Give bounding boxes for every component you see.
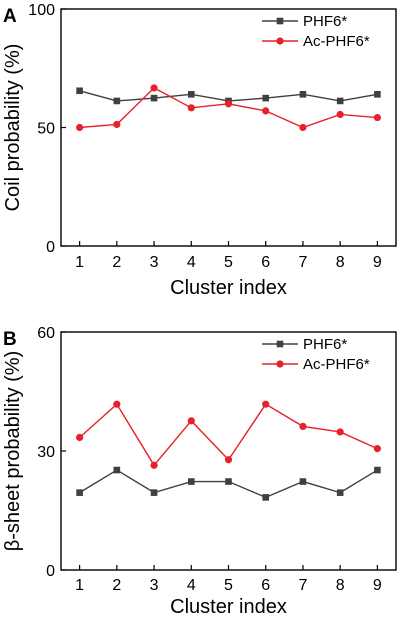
data-point (299, 123, 307, 132)
data-point (150, 489, 158, 496)
x-tick-label: 7 (298, 577, 307, 594)
data-point (76, 87, 83, 95)
x-tick-label: 6 (261, 254, 270, 271)
legend-marker (276, 360, 284, 368)
x-tick-label: 8 (336, 254, 345, 271)
data-point (225, 478, 232, 485)
legend-entry: PHF6* (262, 13, 347, 30)
data-point (113, 400, 121, 408)
legend-entry: Ac-PHF6* (262, 356, 370, 373)
data-point (187, 478, 195, 485)
data-point (299, 478, 307, 485)
y-tick-label: 0 (46, 239, 55, 256)
chart-panel-b: B 0 30 60 1 2 3 4 5 6 7 8 9 Cluster index β-sheet prob… (2, 325, 397, 618)
x-tick-label: 2 (112, 577, 121, 594)
data-point (373, 445, 381, 453)
panel-label: B (3, 329, 17, 350)
series-ac-phf6- (76, 400, 381, 469)
data-point (150, 94, 158, 102)
y-tick-label: 100 (28, 2, 55, 19)
legend-label: PHF6* (303, 13, 347, 30)
x-tick-label: 5 (224, 577, 233, 594)
panel-label: A (3, 6, 17, 27)
legend-entry: PHF6* (262, 336, 347, 353)
y-axis-label: β-sheet probability (%) (2, 351, 24, 551)
data-point (113, 120, 121, 129)
x-tick-label: 8 (336, 577, 345, 594)
x-tick-label: 4 (187, 577, 196, 594)
data-point (187, 91, 195, 98)
series-ac-phf6- (76, 84, 381, 132)
data-point (224, 456, 233, 464)
data-point (262, 494, 270, 501)
legend-label: PHF6* (303, 336, 347, 353)
x-tick-label: 7 (298, 254, 307, 271)
data-point (299, 91, 307, 98)
data-point (150, 84, 158, 92)
y-axis-label: Coil probability (%) (2, 44, 24, 212)
chart-panel-a: A 0 50 100 1 2 3 4 5 6 7 8 9 Cluster index Coil probab… (2, 2, 397, 299)
x-tick-label: 1 (75, 254, 84, 271)
data-point (336, 489, 344, 496)
data-point (224, 100, 233, 108)
data-point (336, 110, 344, 119)
data-point (336, 428, 344, 436)
y-tick-label: 30 (37, 444, 55, 461)
data-point (262, 107, 270, 115)
x-tick-label: 9 (373, 254, 382, 271)
series-line (79, 87, 378, 129)
legend-label: Ac-PHF6* (303, 356, 370, 373)
y-tick-label: 50 (37, 121, 55, 138)
data-point (262, 400, 270, 408)
data-point (76, 489, 83, 496)
x-tick-label: 1 (75, 577, 84, 594)
data-point (262, 94, 270, 102)
legend-entry: Ac-PHF6* (262, 33, 370, 50)
data-point (374, 466, 381, 474)
data-point (336, 97, 344, 105)
x-tick-label: 5 (224, 254, 233, 271)
y-tick-label: 60 (37, 325, 55, 342)
data-point (76, 123, 84, 132)
data-point (113, 466, 121, 474)
data-point (113, 97, 121, 105)
x-tick-label: 3 (150, 577, 159, 594)
series-phf6- (76, 466, 381, 501)
x-tick-label: 9 (373, 577, 382, 594)
data-point (299, 422, 307, 431)
x-axis-label: Cluster index (170, 277, 287, 299)
x-tick-label: 6 (261, 577, 270, 594)
x-axis-label: Cluster index (170, 596, 287, 618)
x-tick-label: 4 (187, 254, 196, 271)
legend-marker (276, 17, 284, 25)
series-line (79, 403, 378, 467)
legend-marker (276, 340, 284, 348)
data-point (150, 461, 158, 469)
data-point (187, 417, 195, 425)
x-tick-label: 2 (112, 254, 121, 271)
legend-marker (276, 37, 284, 45)
data-point (187, 104, 195, 112)
x-tick-label: 3 (150, 254, 159, 271)
data-point (374, 91, 381, 98)
data-point (76, 433, 84, 442)
data-point (373, 113, 381, 122)
y-tick-label: 0 (46, 563, 55, 580)
legend-label: Ac-PHF6* (303, 33, 370, 50)
